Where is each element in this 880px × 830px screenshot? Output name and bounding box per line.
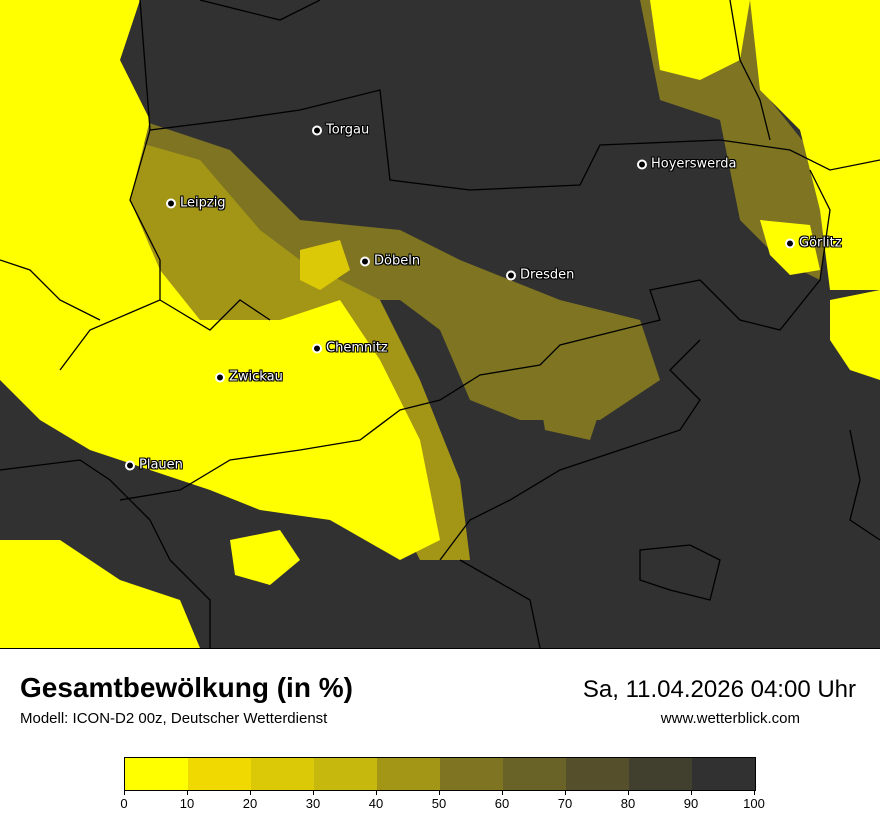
legend-swatch	[188, 758, 251, 790]
city-label: Leipzig	[180, 195, 226, 211]
legend-tick-label: 30	[305, 796, 321, 811]
city-label: Plauen	[139, 457, 183, 473]
legend-swatch	[566, 758, 629, 790]
legend-tick	[376, 790, 377, 795]
legend-tick-label: 100	[743, 796, 765, 811]
legend-tick	[691, 790, 692, 795]
city-dot-icon	[506, 270, 516, 280]
forecast-datetime: Sa, 11.04.2026 04:00 Uhr	[582, 676, 856, 703]
city-label: Hoyerswerda	[651, 156, 737, 172]
city-marker-chemnitz[interactable]: Chemnitz	[312, 341, 388, 356]
city-label: Torgau	[326, 122, 370, 138]
legend-swatch	[629, 758, 692, 790]
website-link[interactable]: www.wetterblick.com	[660, 710, 800, 727]
legend-tick	[502, 790, 503, 795]
city-dot-icon	[125, 460, 135, 470]
legend-tick-label: 10	[179, 796, 195, 811]
legend-tick	[124, 790, 125, 795]
city-dot-icon	[215, 372, 225, 382]
city-label: Dresden	[520, 267, 575, 283]
legend-tick-label: 90	[683, 796, 699, 811]
city-marker-leipzig[interactable]: Leipzig	[166, 196, 226, 211]
legend-swatch	[692, 758, 755, 790]
color-legend	[124, 757, 756, 791]
legend-tick-label: 20	[242, 796, 258, 811]
city-marker-dresden[interactable]: Dresden	[506, 268, 574, 283]
city-dot-icon	[360, 256, 370, 266]
legend-tick	[628, 790, 629, 795]
city-marker-zwickau[interactable]: Zwickau	[215, 370, 283, 385]
legend-swatch	[440, 758, 503, 790]
legend-tick-label: 60	[494, 796, 510, 811]
city-marker-hoyerswerda[interactable]: Hoyerswerda	[637, 157, 737, 172]
legend-tick-label: 40	[368, 796, 384, 811]
legend-tick	[439, 790, 440, 795]
legend-tick-label: 80	[620, 796, 636, 811]
city-marker-doebeln[interactable]: Döbeln	[360, 254, 420, 269]
city-marker-torgau[interactable]: Torgau	[312, 123, 369, 138]
legend-tick-label: 0	[120, 796, 128, 811]
legend-swatch	[251, 758, 314, 790]
city-dot-icon	[312, 125, 322, 135]
legend-tick-label: 70	[557, 796, 573, 811]
city-dot-icon	[166, 198, 176, 208]
cloud-cover-areas	[0, 0, 880, 648]
city-dot-icon	[785, 238, 795, 248]
borders	[0, 0, 880, 648]
city-label: Görlitz	[799, 235, 842, 251]
city-marker-goerlitz[interactable]: Görlitz	[785, 236, 842, 251]
legend-tick	[187, 790, 188, 795]
city-dot-icon	[312, 343, 322, 353]
map-title: Gesamtbewölkung (in %)	[20, 672, 353, 703]
legend-swatch	[377, 758, 440, 790]
city-dot-icon	[637, 159, 647, 169]
legend-tick	[754, 790, 755, 795]
legend-swatch	[314, 758, 377, 790]
city-marker-plauen[interactable]: Plauen	[125, 458, 183, 473]
legend-swatch	[503, 758, 566, 790]
model-subtitle: Modell: ICON-D2 00z, Deutscher Wetterdie…	[20, 710, 328, 727]
city-label: Döbeln	[374, 253, 421, 269]
city-label: Chemnitz	[326, 340, 388, 356]
legend-tick	[250, 790, 251, 795]
legend-tick-label: 50	[431, 796, 447, 811]
legend-tick	[313, 790, 314, 795]
legend-tick	[565, 790, 566, 795]
cloud-cover-map[interactable]	[0, 0, 880, 649]
city-label: Zwickau	[229, 369, 283, 385]
legend-swatch	[125, 758, 188, 790]
